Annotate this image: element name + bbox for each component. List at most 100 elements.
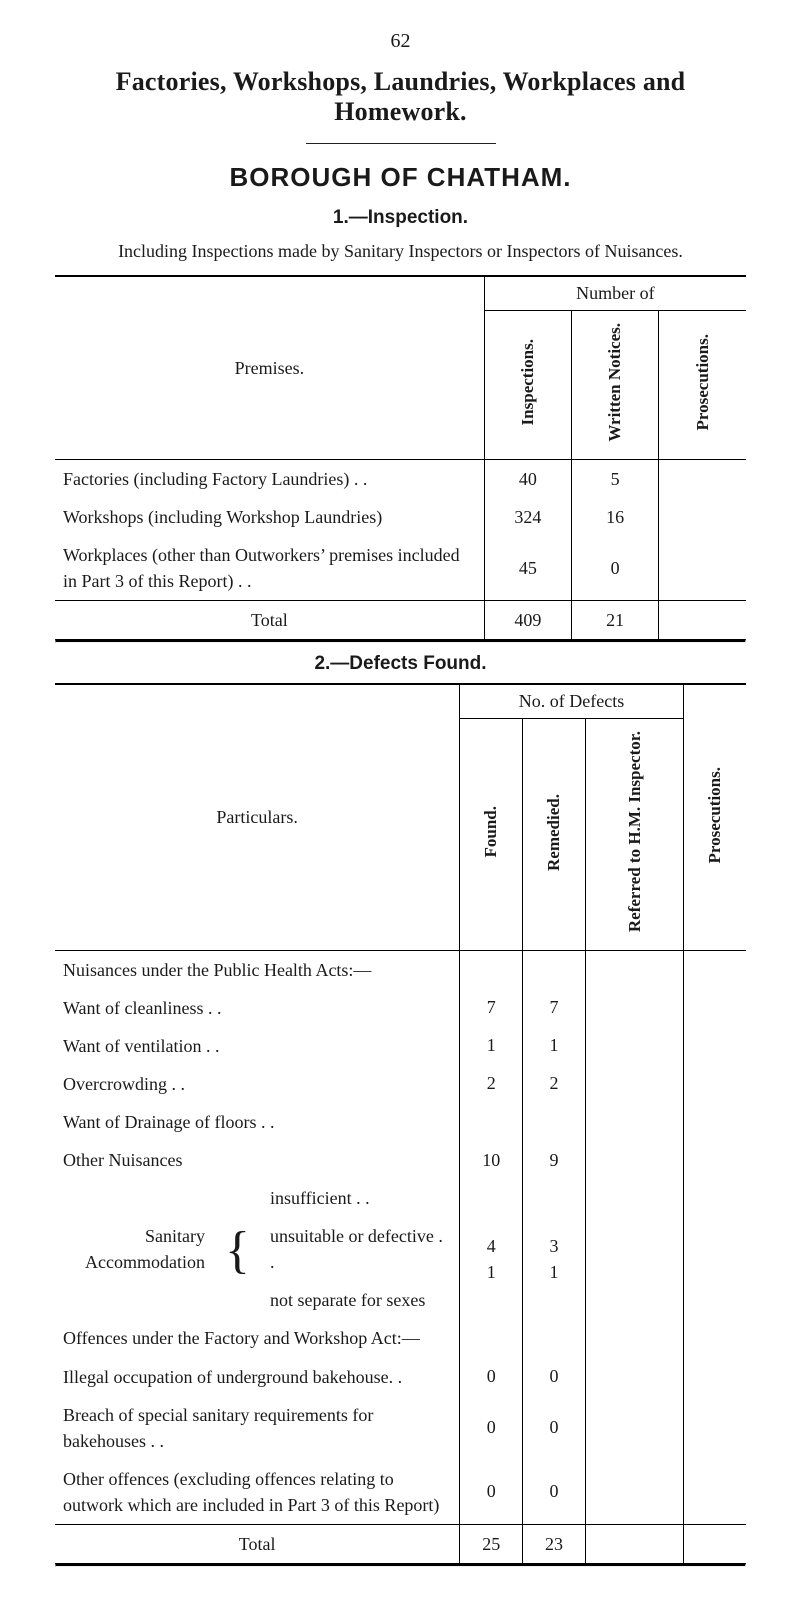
table-row: Offences under the Factory and Workshop … bbox=[55, 1319, 746, 1357]
section-1-heading: 1.—Inspection. bbox=[55, 207, 746, 229]
inspection-table: Premises. Number of Inspections. Written… bbox=[55, 277, 746, 639]
san-line: not separate for sexes bbox=[262, 1281, 451, 1319]
row-label: Want of Drainage of floors . . bbox=[55, 1103, 460, 1141]
found-cell: 0 bbox=[460, 1396, 523, 1460]
row-label: Other Nuisances bbox=[55, 1141, 460, 1179]
table-row: Want of ventilation . . 1 1 bbox=[55, 1027, 746, 1065]
col-prosecutions: Prosecutions. bbox=[683, 685, 746, 950]
accommodation-label: Accommodation bbox=[85, 1249, 205, 1275]
inspections-cell: 324 bbox=[484, 498, 571, 536]
found-cell: 1 bbox=[460, 1027, 523, 1065]
total-label: Total bbox=[55, 1525, 460, 1564]
pros-cell bbox=[659, 536, 746, 601]
borough-heading: BOROUGH OF CHATHAM. bbox=[55, 162, 746, 193]
table-row: Factories (including Factory Laundries) … bbox=[55, 459, 746, 498]
total-inspections: 409 bbox=[484, 601, 571, 640]
row-label: Other offences (excluding offences relat… bbox=[55, 1460, 460, 1525]
found-cell: 2 bbox=[460, 1065, 523, 1103]
rem-cell: 0 bbox=[523, 1358, 586, 1396]
found-cell bbox=[460, 1210, 522, 1236]
col-inspections-label: Inspections. bbox=[518, 333, 538, 431]
notices-cell: 5 bbox=[572, 459, 659, 498]
premises-cell: Workplaces (other than Outworkers’ premi… bbox=[55, 536, 484, 601]
table-row: Sanitary Accommodation { insufficient . … bbox=[55, 1179, 746, 1319]
col-prosecutions-label: Prosecutions. bbox=[693, 328, 713, 437]
inspections-cell: 45 bbox=[484, 536, 571, 601]
rem-cell: 7 bbox=[523, 989, 586, 1027]
col-written-notices: Written Notices. bbox=[572, 311, 659, 460]
col-referred: Referred to H.M. Inspector. bbox=[585, 719, 683, 950]
no-defects-header: No. of Defects bbox=[460, 685, 683, 719]
particulars-header: Particulars. bbox=[55, 685, 460, 950]
notices-cell: 0 bbox=[572, 536, 659, 601]
col-inspections: Inspections. bbox=[484, 311, 571, 460]
col-prosecutions-label: Prosecutions. bbox=[705, 761, 725, 870]
table-row: Other offences (excluding offences relat… bbox=[55, 1460, 746, 1525]
found-cell: 7 bbox=[460, 989, 523, 1027]
table-row: Workshops (including Workshop Laundries)… bbox=[55, 498, 746, 536]
total-pros bbox=[659, 601, 746, 640]
rem-cell: 2 bbox=[523, 1065, 586, 1103]
row-label: Want of ventilation . . bbox=[55, 1027, 460, 1065]
table-row: Overcrowding . . 2 2 bbox=[55, 1065, 746, 1103]
table-row: Illegal occupation of underground bakeho… bbox=[55, 1358, 746, 1396]
rem-cell: 0 bbox=[523, 1460, 586, 1525]
page-title: Factories, Workshops, Laundries, Workpla… bbox=[55, 67, 746, 127]
table-row: Want of Drainage of floors . . bbox=[55, 1103, 746, 1141]
table-row: Workplaces (other than Outworkers’ premi… bbox=[55, 536, 746, 601]
rule bbox=[55, 639, 746, 643]
rem-cell: 9 bbox=[523, 1141, 586, 1179]
pros-cell bbox=[659, 459, 746, 498]
section-1-text: Including Inspections made by Sanitary I… bbox=[55, 239, 746, 263]
col-remedied: Remedied. bbox=[523, 719, 586, 950]
found-cell: 1 bbox=[460, 1262, 522, 1288]
number-of-header: Number of bbox=[484, 277, 746, 311]
found-cell: 0 bbox=[460, 1460, 523, 1525]
table-row: Nuisances under the Public Health Acts:— bbox=[55, 950, 746, 989]
col-written-notices-label: Written Notices. bbox=[605, 317, 625, 448]
san-line: insufficient . . bbox=[262, 1179, 451, 1217]
pros-cell bbox=[659, 498, 746, 536]
defects-table: Particulars. No. of Defects Prosecutions… bbox=[55, 685, 746, 1563]
table-row: Want of cleanliness . . 7 7 bbox=[55, 989, 746, 1027]
table-row: Breach of special sanitary requirements … bbox=[55, 1396, 746, 1460]
total-row: Total 409 21 bbox=[55, 601, 746, 640]
divider bbox=[306, 143, 496, 144]
found-cell bbox=[460, 1103, 523, 1141]
offences-heading: Offences under the Factory and Workshop … bbox=[55, 1319, 460, 1357]
sanitary-label: Sanitary bbox=[85, 1223, 205, 1249]
row-label: Breach of special sanitary requirements … bbox=[55, 1396, 460, 1460]
col-remedied-label: Remedied. bbox=[544, 788, 564, 877]
total-rem: 23 bbox=[523, 1525, 586, 1564]
rem-cell bbox=[523, 1103, 586, 1141]
group-heading: Nuisances under the Public Health Acts:— bbox=[55, 950, 460, 989]
rem-cell bbox=[523, 1210, 585, 1236]
col-referred-label: Referred to H.M. Inspector. bbox=[625, 725, 645, 938]
found-cell: 4 bbox=[460, 1236, 522, 1262]
san-line: unsuitable or defective . . bbox=[262, 1217, 451, 1281]
col-found: Found. bbox=[460, 719, 523, 950]
col-prosecutions: Prosecutions. bbox=[659, 311, 746, 460]
notices-cell: 16 bbox=[572, 498, 659, 536]
col-found-label: Found. bbox=[481, 800, 501, 864]
found-cell: 0 bbox=[460, 1358, 523, 1396]
premises-header: Premises. bbox=[55, 277, 484, 459]
rem-cell: 3 bbox=[523, 1236, 585, 1262]
total-notices: 21 bbox=[572, 601, 659, 640]
rule bbox=[55, 1563, 746, 1567]
inspections-cell: 40 bbox=[484, 459, 571, 498]
row-label: Illegal occupation of underground bakeho… bbox=[55, 1358, 460, 1396]
rem-cell: 1 bbox=[523, 1027, 586, 1065]
rem-cell: 0 bbox=[523, 1396, 586, 1460]
total-row: Total 25 23 bbox=[55, 1525, 746, 1564]
section-2-heading: 2.—Defects Found. bbox=[55, 653, 746, 675]
row-label: Want of cleanliness . . bbox=[55, 989, 460, 1027]
total-label: Total bbox=[55, 601, 484, 640]
row-label: Overcrowding . . bbox=[55, 1065, 460, 1103]
total-found: 25 bbox=[460, 1525, 523, 1564]
premises-cell: Factories (including Factory Laundries) … bbox=[55, 459, 484, 498]
premises-cell: Workshops (including Workshop Laundries) bbox=[55, 498, 484, 536]
rem-cell: 1 bbox=[523, 1262, 585, 1288]
table-row: Other Nuisances 10 9 bbox=[55, 1141, 746, 1179]
found-cell: 10 bbox=[460, 1141, 523, 1179]
